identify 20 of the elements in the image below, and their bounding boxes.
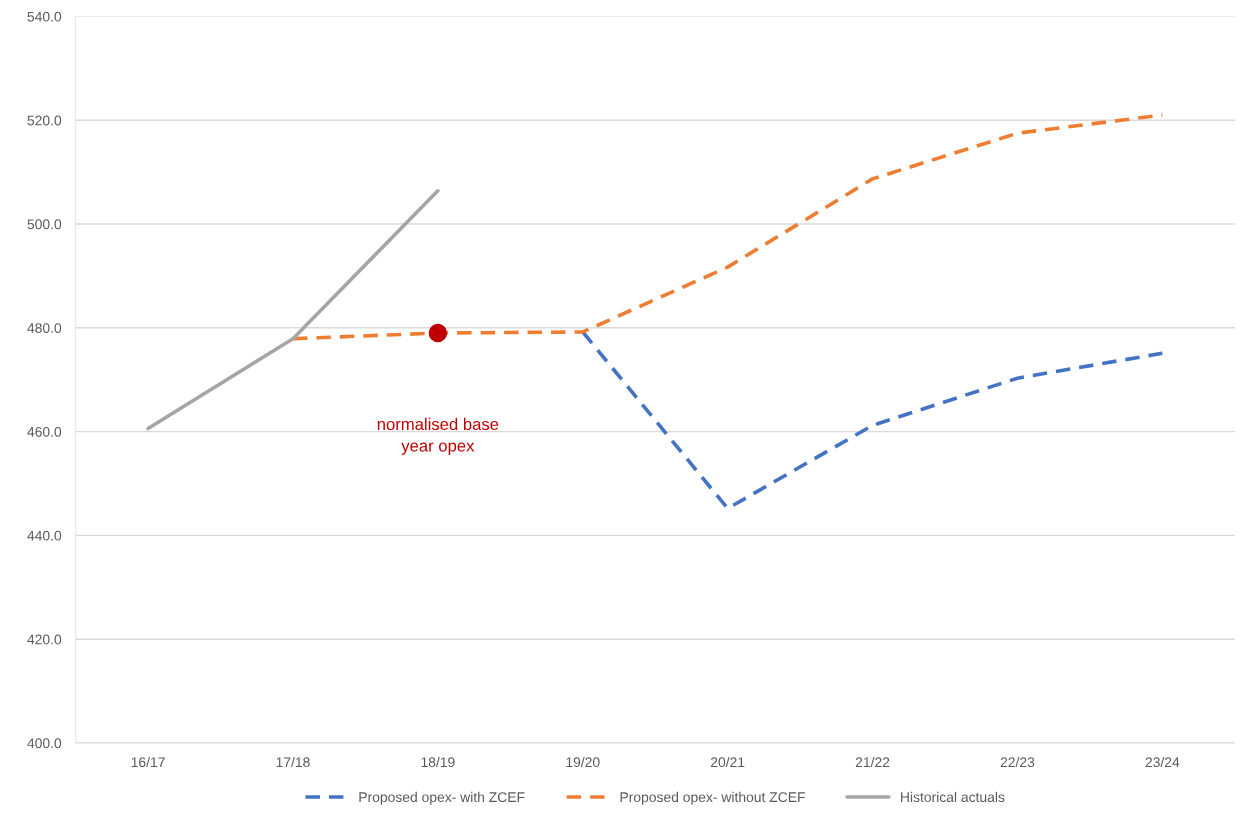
y-tick-label: 460.0 (27, 426, 62, 437)
y-tick-label: 480.0 (27, 323, 62, 333)
x-tick-label: 17/18 (276, 756, 310, 768)
legend-label: Proposed opex- without ZCEF (620, 791, 805, 805)
x-tick-label: 18/19 (421, 756, 455, 768)
x-tick-label: 16/17 (131, 756, 165, 768)
y-tick-label: 540.0 (27, 11, 62, 22)
y-tick-label: 420.0 (27, 634, 62, 645)
legend-label: Proposed opex- with ZCEF (359, 791, 525, 805)
annotation: normalised base year opex (377, 417, 499, 455)
legend-label: Historical actuals (901, 791, 1005, 803)
x-tick-label: 21/22 (855, 756, 890, 768)
x-tick-label: 22/23 (1000, 756, 1035, 768)
x-tick-label: 23/24 (1145, 756, 1180, 768)
y-tick-label: 500.0 (27, 219, 62, 230)
x-tick-label: 20/21 (710, 756, 745, 768)
x-tick-label: 19/20 (566, 756, 600, 768)
y-tick-label: 400.0 (27, 738, 62, 749)
y-tick-label: 440.0 (27, 530, 62, 541)
y-tick-label: 520.0 (27, 115, 62, 126)
